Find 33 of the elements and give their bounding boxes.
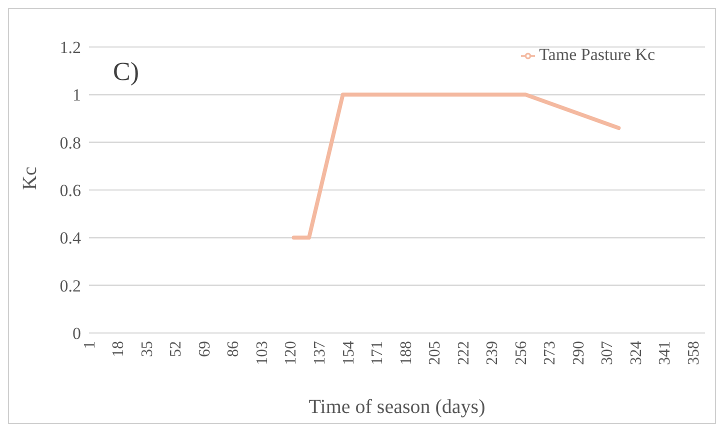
y-axis-title: Kc bbox=[19, 166, 42, 190]
x-tick-label: 1 bbox=[81, 341, 98, 349]
x-tick-label: 222 bbox=[455, 341, 472, 365]
x-tick-label: 290 bbox=[570, 341, 588, 365]
y-tick-label: 0.8 bbox=[60, 133, 81, 152]
x-tick-label: 35 bbox=[138, 341, 156, 357]
y-tick-label: 0.6 bbox=[60, 181, 81, 200]
x-tick-label: 18 bbox=[110, 341, 128, 357]
x-tick-label: 324 bbox=[628, 341, 645, 365]
x-tick-label: 358 bbox=[686, 341, 703, 365]
y-tick-label: 0 bbox=[72, 324, 81, 344]
x-tick-label: 205 bbox=[426, 341, 444, 365]
legend-label: Tame Pasture Kc bbox=[539, 45, 655, 64]
x-tick-label: 239 bbox=[484, 341, 502, 365]
x-tick-label: 273 bbox=[542, 341, 559, 365]
y-tick-label: 1.2 bbox=[60, 38, 81, 58]
x-tick-label: 341 bbox=[656, 341, 674, 365]
x-tick-label: 188 bbox=[398, 341, 415, 365]
x-tick-label: 307 bbox=[599, 341, 616, 365]
y-tick-label: 0.4 bbox=[60, 228, 82, 248]
x-tick-label: 103 bbox=[254, 341, 271, 365]
y-tick-label: 1 bbox=[72, 86, 81, 105]
x-tick-label: 69 bbox=[196, 341, 214, 357]
x-tick-label: 256 bbox=[512, 341, 530, 365]
x-tick-label: 86 bbox=[225, 341, 242, 357]
x-axis-title: Time of season (days) bbox=[308, 396, 486, 418]
annotation: C) bbox=[113, 57, 139, 87]
x-tick-label: 120 bbox=[282, 341, 300, 365]
x-tick-label: 154 bbox=[340, 341, 358, 365]
y-tick-label: 0.2 bbox=[60, 276, 81, 296]
x-tick-label: 52 bbox=[168, 341, 185, 357]
x-tick-label: 137 bbox=[312, 341, 329, 365]
x-tick-label: 171 bbox=[369, 341, 386, 365]
